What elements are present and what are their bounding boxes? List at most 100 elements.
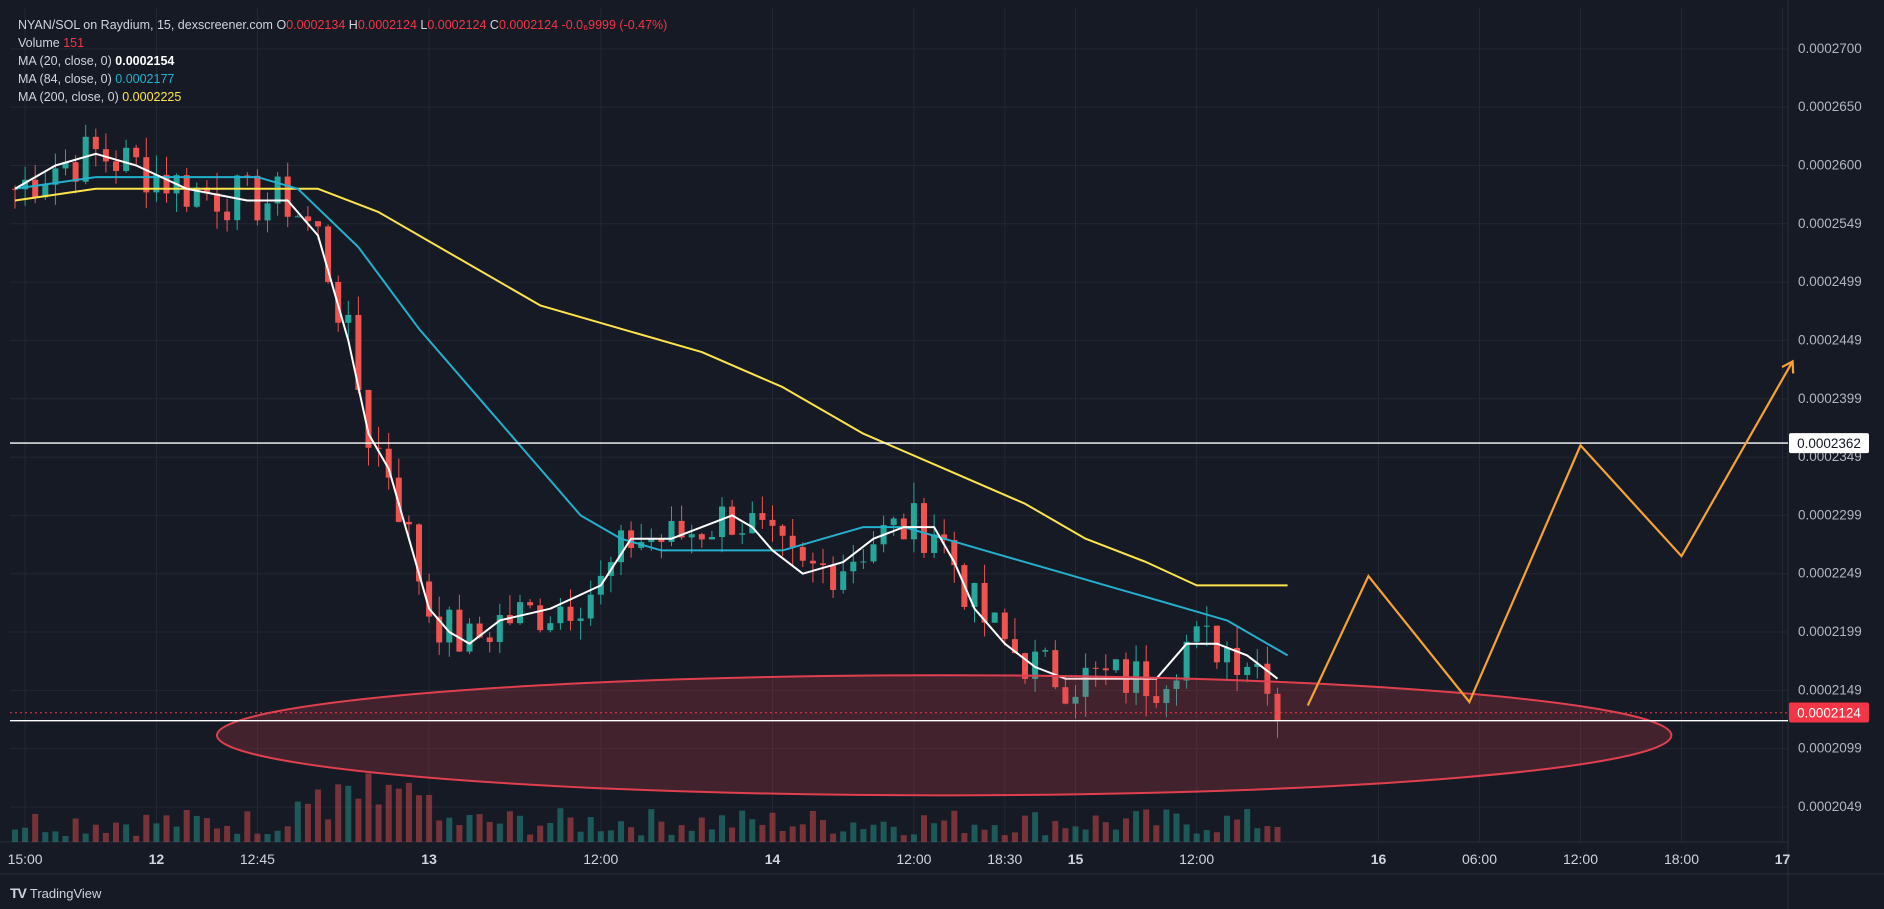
price-tick-label: 0.0002399 — [1798, 391, 1862, 406]
legend-symbol-row: NYAN/SOL on Raydium, 15, dexscreener.com… — [18, 16, 667, 34]
candle-body — [456, 609, 463, 652]
price-tick-label: 0.0002700 — [1798, 41, 1862, 56]
candle-body — [203, 187, 210, 194]
price-tick-label: 0.0002299 — [1798, 507, 1862, 522]
candle-body — [224, 211, 231, 221]
volume-bar — [708, 829, 715, 842]
candle-body — [1022, 653, 1028, 679]
time-tick-label: 18:00 — [1664, 851, 1699, 867]
volume-bar — [133, 835, 140, 842]
volume-bar — [22, 827, 29, 842]
candle-body — [779, 525, 786, 536]
volume-bar — [951, 810, 958, 842]
resistance-price-tag[interactable]: 0.0002362 — [1797, 436, 1861, 451]
candle-body — [365, 389, 372, 448]
volume-bar — [991, 825, 998, 842]
candle-body — [729, 506, 736, 535]
volume-bar — [1032, 812, 1039, 842]
volume-bar — [749, 819, 756, 842]
volume-bar — [92, 824, 99, 842]
tradingview-logo-icon: TV — [10, 885, 27, 901]
volume-bar — [910, 834, 917, 842]
volume-bar — [284, 826, 291, 842]
volume-bar — [1264, 826, 1271, 842]
candle-body — [1153, 696, 1160, 703]
candle-body — [315, 221, 321, 227]
volume-bar — [809, 810, 816, 842]
volume-bar — [880, 821, 887, 842]
projection-path[interactable] — [1306, 360, 1794, 706]
volume-bar — [1001, 835, 1008, 842]
candle-body — [436, 616, 443, 643]
candle-body — [405, 521, 412, 525]
candle-body — [749, 513, 756, 534]
support-zone-ellipse[interactable] — [216, 674, 1673, 797]
last-price-tag[interactable]: 0.0002124 — [1797, 706, 1861, 721]
volume-bar — [698, 817, 705, 842]
tradingview-brand[interactable]: TV TradingView — [10, 885, 101, 901]
volume-bar — [1011, 832, 1018, 842]
volume-bar — [668, 835, 675, 842]
volume-bar — [375, 804, 382, 842]
symbol-label[interactable]: NYAN/SOL on Raydium, 15, dexscreener.com — [18, 18, 273, 32]
candle-body — [52, 168, 59, 185]
time-tick-label: 14 — [765, 851, 781, 867]
candle-body — [860, 561, 867, 563]
volume-bar — [789, 826, 796, 842]
legend-ma84-row[interactable]: MA (84, close, 0) 0.0002177 — [18, 70, 667, 88]
candle-body — [325, 226, 332, 282]
candle-body — [557, 606, 564, 624]
candle-body — [547, 623, 554, 631]
volume-bar — [345, 785, 352, 842]
volume-bar — [506, 811, 513, 842]
price-axis-panel[interactable] — [1788, 0, 1884, 909]
candle-body — [648, 538, 655, 542]
candle-body — [910, 503, 917, 540]
volume-bar — [688, 830, 695, 842]
legend-ma20-row[interactable]: MA (20, close, 0) 0.0002154 — [18, 52, 667, 70]
volume-bar — [52, 831, 59, 842]
candle-body — [567, 606, 574, 621]
candle-body — [1244, 666, 1251, 675]
low-value: 0.0002124 — [427, 18, 487, 32]
candle-body — [476, 623, 483, 638]
volume-bar — [335, 784, 342, 842]
legend-volume-row[interactable]: Volume 151 — [18, 34, 667, 52]
candle-body — [688, 534, 695, 538]
volume-bar — [416, 795, 422, 842]
volume-bar — [466, 814, 473, 842]
legend-ma200-row[interactable]: MA (200, close, 0) 0.0002225 — [18, 88, 667, 106]
ma20-value: 0.0002154 — [115, 54, 175, 68]
candle-body — [577, 618, 584, 621]
volume-bar — [1224, 815, 1230, 842]
candle-body — [1224, 647, 1230, 663]
candle-body — [416, 524, 422, 582]
open-label: O — [276, 18, 287, 32]
candle-body — [769, 519, 776, 526]
candle-body — [537, 605, 544, 631]
volume-bar — [597, 831, 604, 842]
volume-bar — [12, 829, 18, 842]
time-tick-label: 06:00 — [1462, 851, 1497, 867]
candle-body — [1254, 663, 1261, 667]
candle-body — [102, 149, 109, 162]
change-value: -0.0₆9999 (-0.47%) — [561, 18, 668, 32]
time-tick-label: 13 — [421, 851, 437, 867]
volume-bar — [456, 825, 463, 842]
ma20-line — [14, 152, 1279, 680]
candle-body — [72, 162, 79, 182]
volume-bar — [405, 782, 412, 842]
candle-body — [678, 520, 685, 538]
candle-body — [618, 530, 624, 563]
volume-bar — [426, 794, 433, 842]
high-label: H — [348, 18, 358, 32]
candle-body — [264, 203, 271, 221]
volume-bar — [618, 821, 624, 842]
volume-bar — [890, 826, 897, 842]
volume-bar — [1022, 815, 1028, 842]
volume-bar — [799, 824, 806, 842]
time-tick-label: 17 — [1775, 851, 1791, 867]
price-tick-label: 0.0002499 — [1798, 274, 1862, 289]
candle-body — [668, 520, 675, 542]
